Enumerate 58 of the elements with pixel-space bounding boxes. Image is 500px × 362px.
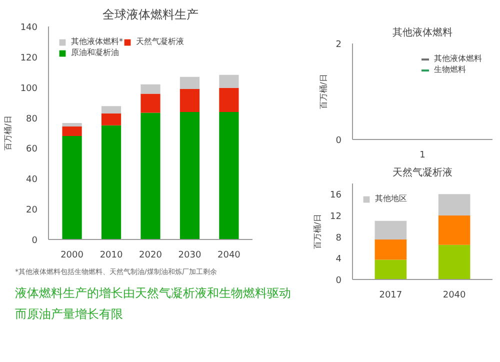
y-axis-title: 百万桶/日: [318, 74, 328, 109]
y-tick-label: 80: [26, 114, 38, 124]
x-tick-label: 2040: [442, 290, 466, 300]
bar: [180, 89, 200, 112]
bar: [438, 194, 470, 216]
legend-label: 其他液体燃料: [434, 53, 482, 64]
y-tick-label: 100: [20, 84, 38, 94]
x-tick-label: 2017: [379, 290, 402, 300]
bar: [101, 125, 122, 240]
bar: [62, 126, 82, 136]
bar: [101, 106, 122, 114]
legend-label: 生物燃料: [434, 64, 466, 75]
bar: [180, 112, 200, 240]
x-tick-label: 2020: [139, 250, 162, 260]
y-tick-label: 120: [20, 53, 38, 64]
bar: [140, 112, 160, 240]
legend-label: 其他地区: [375, 193, 407, 204]
legend-label: 其他液体燃料*: [71, 36, 123, 47]
y-tick-label: 8: [336, 233, 342, 244]
chart-title: 其他液体燃料: [392, 26, 452, 38]
y-axis-title: 百万桶/日: [313, 214, 322, 249]
y-tick-label: 0: [336, 276, 342, 286]
bar: [219, 74, 239, 88]
bar: [374, 220, 407, 240]
bar: [180, 76, 200, 90]
bar: [140, 84, 160, 94]
bar: [374, 260, 407, 280]
bar: [438, 244, 470, 280]
bar: [62, 136, 82, 240]
y-tick-label: 12: [330, 212, 342, 222]
bar: [219, 112, 239, 240]
bar: [219, 88, 239, 112]
x-tick-label: 2040: [218, 250, 241, 260]
y-axis-title: 百万桶/日: [3, 116, 12, 150]
text: 液体燃料生产的增长由天然气凝析液和生物燃料驱动: [15, 285, 291, 302]
bar: [374, 240, 407, 260]
bar: [62, 122, 82, 126]
chart-title: 天然气凝析液: [392, 166, 452, 178]
y-tick-label: 20: [26, 206, 38, 216]
x-tick-label: 2030: [178, 250, 202, 260]
x-tick-label: 2000: [60, 250, 84, 260]
y-tick-label: 0: [32, 236, 38, 246]
bar: [101, 114, 122, 126]
y-tick-label: 16: [330, 190, 342, 201]
y-tick-label: 40: [26, 175, 38, 186]
text: 而原油产量增长有限: [15, 306, 124, 324]
x-tick-label: 2010: [100, 250, 123, 260]
y-tick-label: 0: [336, 136, 342, 146]
y-tick-label: 4: [336, 254, 342, 265]
y-tick-label: 60: [26, 144, 38, 155]
y-tick-label: 140: [20, 23, 38, 33]
bar: [140, 94, 160, 113]
bar: [438, 216, 470, 245]
legend-label: 原油和凝析油: [71, 47, 119, 58]
x-tick-label: 1: [420, 150, 426, 160]
y-tick-label: 2: [336, 40, 342, 50]
legend-label: 天然气凝析液: [136, 36, 184, 47]
chart-title: 全球液体燃料生产: [102, 8, 198, 22]
